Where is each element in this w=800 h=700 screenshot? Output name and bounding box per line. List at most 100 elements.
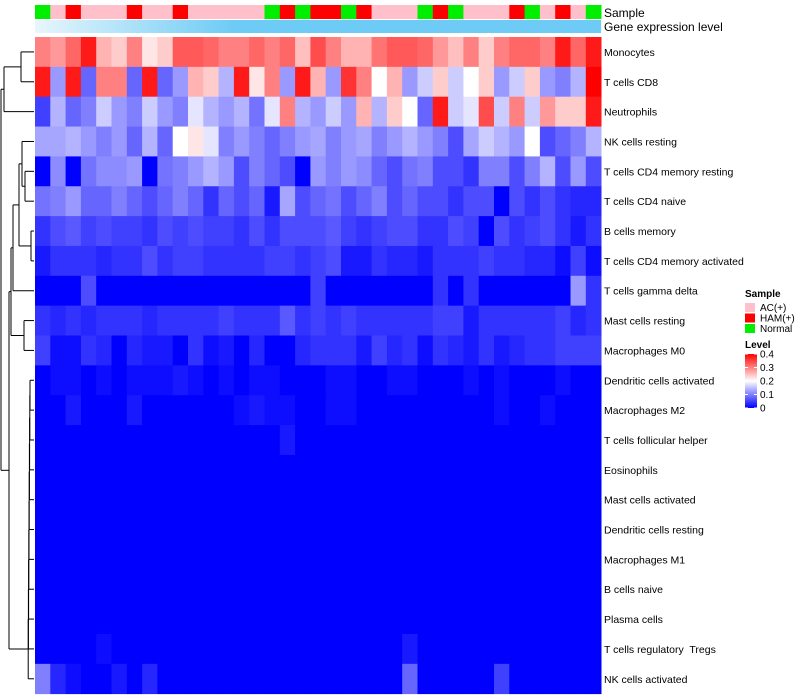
heatmap-cell — [203, 275, 219, 307]
heatmap-cell — [157, 305, 174, 336]
heatmap-cell — [142, 186, 158, 217]
heatmap-cell — [585, 245, 602, 277]
heatmap-cell — [494, 186, 510, 217]
heatmap-cell — [509, 365, 525, 396]
heatmap-cell — [432, 126, 449, 157]
heatmap-cell — [463, 186, 480, 217]
heatmap-cell — [555, 663, 571, 695]
heatmap-cell — [570, 544, 587, 575]
heatmap-cell — [478, 126, 495, 157]
heatmap-cell — [448, 96, 464, 127]
heatmap-cell — [249, 544, 265, 575]
heatmap-cell — [264, 186, 281, 217]
row-label: Macrophages M0 — [604, 345, 685, 357]
heatmap-cell — [555, 216, 571, 247]
heatmap-cell — [356, 484, 372, 515]
heatmap-cell — [157, 634, 174, 665]
legend-swatch — [745, 303, 755, 312]
heatmap-cell — [172, 663, 189, 695]
heatmap-cell — [203, 604, 219, 635]
heatmap-cell — [233, 544, 250, 575]
heatmap-cell — [295, 216, 311, 247]
heatmap-cell — [172, 275, 189, 307]
heatmap-cell — [188, 484, 204, 515]
heatmap-cell — [172, 126, 189, 157]
heatmap-cell — [448, 305, 464, 336]
sample-cell — [325, 5, 342, 19]
heatmap-cell — [325, 245, 342, 277]
heatmap-cell — [249, 484, 265, 515]
heatmap-cell — [463, 604, 480, 635]
heatmap-cell — [295, 634, 311, 665]
heatmap-cell — [80, 126, 97, 157]
heatmap-cell — [50, 156, 66, 187]
heatmap-cell — [279, 395, 296, 426]
heatmap-cell — [509, 663, 525, 695]
heatmap-cell — [310, 544, 327, 575]
heatmap-cell — [585, 216, 602, 247]
heatmap-cell — [356, 454, 372, 486]
heatmap-cell — [448, 126, 464, 157]
heatmap-cell — [524, 365, 541, 396]
heatmap-cell — [341, 156, 357, 187]
heatmap-cell — [539, 186, 556, 217]
heatmap-cell — [218, 484, 235, 515]
heatmap-cell — [494, 454, 510, 486]
heatmap-cell — [417, 186, 434, 217]
legend-entry-label: AC(+) — [760, 303, 786, 314]
heatmap-cell — [341, 604, 357, 635]
heatmap-cell — [539, 245, 556, 277]
heatmap-cell — [50, 544, 66, 575]
heatmap-cell — [386, 245, 403, 277]
heatmap-cell — [386, 604, 403, 635]
heatmap-cell — [203, 484, 219, 515]
heatmap-cell — [172, 156, 189, 187]
heatmap-cell — [96, 544, 112, 575]
heatmap-cell — [111, 663, 128, 695]
heatmap-cell — [539, 604, 556, 635]
heatmap-cell — [233, 186, 250, 217]
heatmap-cell — [233, 96, 250, 127]
heatmap-cell — [50, 454, 66, 486]
heatmap-cell — [432, 484, 449, 515]
sample-cell — [494, 5, 510, 19]
heatmap-cell — [524, 305, 541, 336]
heatmap-cell — [570, 96, 587, 127]
sample-cell — [279, 5, 296, 19]
heatmap-cell — [111, 574, 128, 605]
heatmap-cell — [417, 634, 434, 665]
heatmap-cell — [203, 663, 219, 695]
heatmap-cell — [111, 634, 128, 665]
heatmap-cell — [142, 275, 158, 307]
heatmap-cell — [157, 604, 174, 635]
heatmap-cell — [494, 66, 510, 98]
heatmap-cell — [432, 574, 449, 605]
heatmap-cell — [35, 574, 51, 605]
heatmap-cell — [448, 395, 464, 426]
heatmap-cell — [417, 245, 434, 277]
heatmap-cell — [570, 454, 587, 486]
heatmap-cell — [249, 186, 265, 217]
heatmap-cell — [65, 66, 82, 98]
heatmap-cell — [432, 365, 449, 396]
row-label: T cells CD4 naive — [604, 196, 686, 208]
heatmap-cell — [249, 634, 265, 665]
heatmap-cell — [341, 245, 357, 277]
heatmap-cell — [295, 156, 311, 187]
heatmap-cell — [111, 186, 128, 217]
heatmap-cell — [279, 37, 296, 68]
heatmap-cell — [524, 37, 541, 68]
heatmap-cell — [570, 395, 587, 426]
legend-tick-label: 0.3 — [760, 363, 774, 374]
heatmap-cell — [203, 126, 219, 157]
heatmap-cell — [96, 514, 112, 545]
heatmap-cell — [570, 484, 587, 515]
heatmap-cell — [432, 454, 449, 486]
heatmap-cell — [218, 37, 235, 68]
heatmap-cell — [157, 663, 174, 695]
heatmap-cell — [402, 245, 418, 277]
sample-cell — [478, 5, 495, 19]
heatmap-cell — [539, 275, 556, 307]
heatmap-cell — [325, 634, 342, 665]
heatmap-cell — [218, 186, 235, 217]
